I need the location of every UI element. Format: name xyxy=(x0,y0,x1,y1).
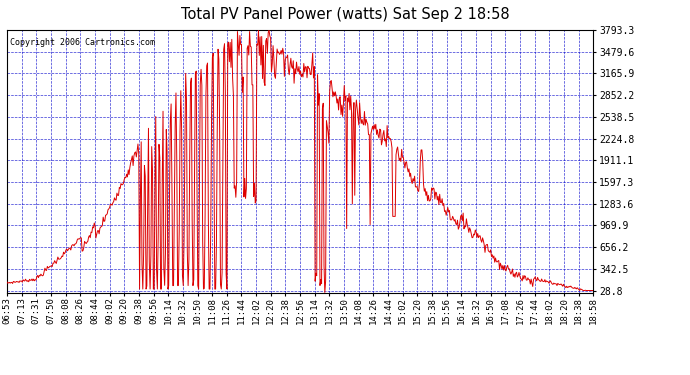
Text: Total PV Panel Power (watts) Sat Sep 2 18:58: Total PV Panel Power (watts) Sat Sep 2 1… xyxy=(181,8,509,22)
Text: Copyright 2006 Cartronics.com: Copyright 2006 Cartronics.com xyxy=(10,38,155,47)
